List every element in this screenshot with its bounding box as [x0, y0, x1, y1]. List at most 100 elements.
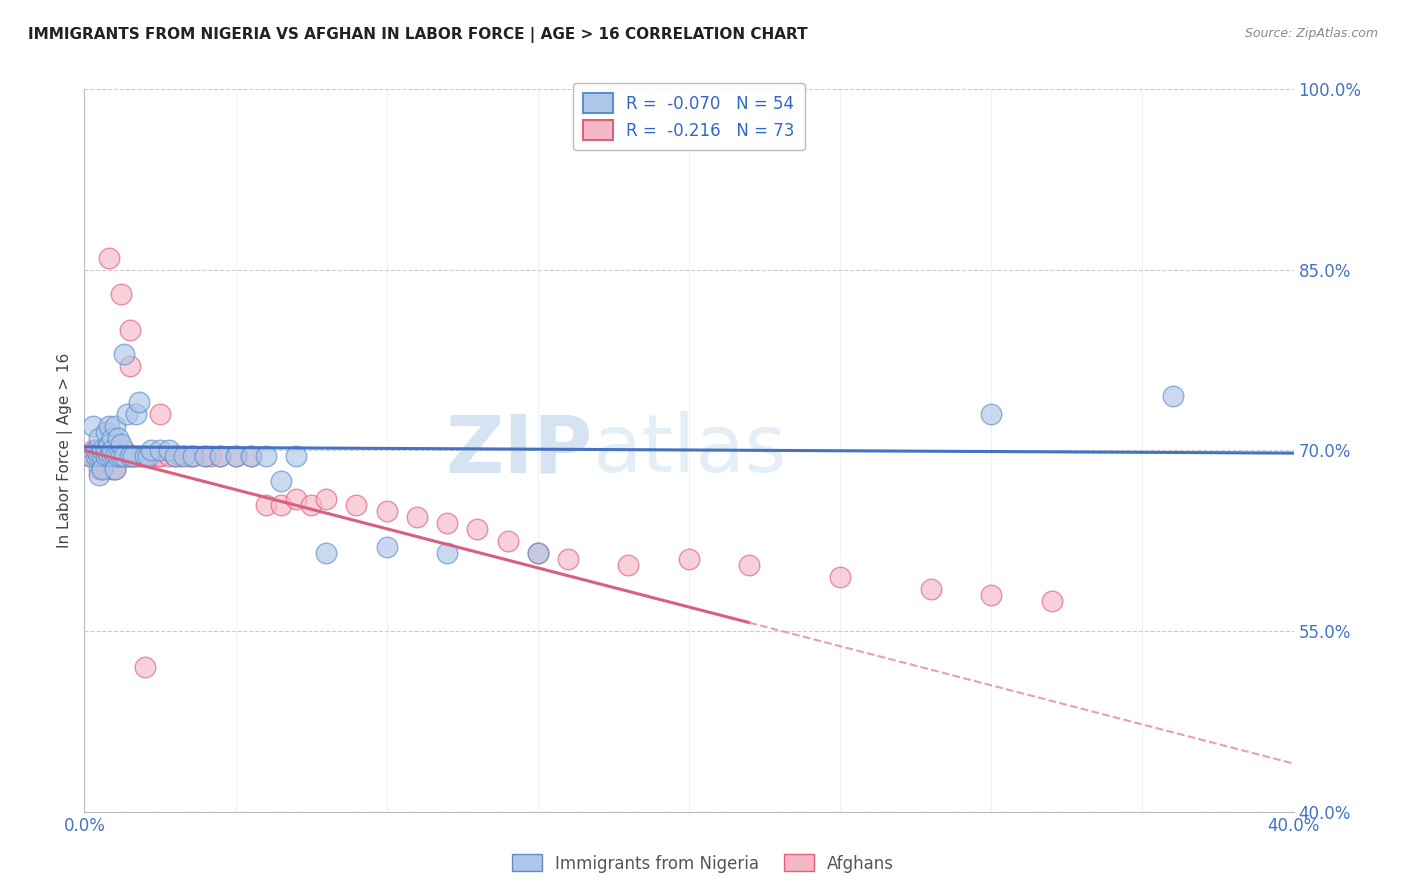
Point	[738, 558, 761, 572]
Point	[194, 450, 217, 464]
Point	[239, 450, 262, 464]
Point	[225, 450, 247, 464]
Point	[89, 443, 111, 458]
Point	[91, 461, 114, 475]
Point	[678, 551, 700, 566]
Point	[94, 425, 117, 440]
Point	[121, 450, 143, 464]
Point	[94, 461, 117, 475]
Point	[128, 450, 150, 464]
Point	[107, 450, 129, 464]
Point	[406, 509, 429, 524]
Point	[79, 450, 101, 464]
Point	[91, 443, 114, 458]
Point	[89, 450, 111, 464]
Point	[179, 450, 201, 464]
Point	[100, 431, 122, 445]
Point	[100, 461, 122, 475]
Point	[100, 443, 122, 458]
Point	[270, 474, 292, 488]
Point	[436, 516, 458, 530]
Point	[170, 450, 193, 464]
Point	[617, 558, 640, 572]
Point	[118, 359, 141, 373]
Point	[112, 450, 135, 464]
Point	[91, 450, 114, 464]
Point	[118, 323, 141, 337]
Point	[112, 450, 135, 464]
Point	[112, 443, 135, 458]
Point	[94, 450, 117, 464]
Point	[200, 450, 222, 464]
Point	[107, 443, 129, 458]
Point	[181, 450, 204, 464]
Point	[100, 450, 122, 464]
Point	[94, 443, 117, 458]
Point	[79, 450, 101, 464]
Point	[94, 443, 117, 458]
Point	[82, 443, 104, 458]
Point	[1040, 594, 1063, 608]
Point	[157, 450, 180, 464]
Point	[110, 450, 132, 464]
Point	[100, 443, 122, 458]
Point	[86, 443, 108, 458]
Point	[830, 570, 852, 584]
Point	[97, 450, 120, 464]
Point	[209, 450, 232, 464]
Point	[181, 450, 204, 464]
Point	[115, 407, 138, 422]
Point	[436, 546, 458, 560]
Point	[139, 443, 162, 458]
Point	[104, 443, 127, 458]
Y-axis label: In Labor Force | Age > 16: In Labor Force | Age > 16	[58, 353, 73, 548]
Point	[527, 546, 550, 560]
Point	[146, 450, 169, 464]
Point	[125, 407, 148, 422]
Point	[97, 419, 120, 434]
Point	[104, 419, 127, 434]
Point	[136, 450, 159, 464]
Point	[89, 450, 111, 464]
Point	[149, 443, 172, 458]
Point	[165, 450, 187, 464]
Point	[94, 450, 117, 464]
Point	[980, 588, 1002, 602]
Point	[125, 450, 148, 464]
Point	[104, 450, 127, 464]
Point	[118, 450, 141, 464]
Point	[91, 450, 114, 464]
Point	[82, 419, 104, 434]
Point	[165, 450, 187, 464]
Point	[149, 407, 172, 422]
Point	[920, 582, 942, 596]
Point	[980, 407, 1002, 422]
Point	[285, 491, 308, 506]
Point	[225, 450, 247, 464]
Point	[467, 522, 489, 536]
Point	[157, 443, 180, 458]
Point	[254, 498, 277, 512]
Point	[299, 498, 322, 512]
Point	[110, 450, 132, 464]
Text: IMMIGRANTS FROM NIGERIA VS AFGHAN IN LABOR FORCE | AGE > 16 CORRELATION CHART: IMMIGRANTS FROM NIGERIA VS AFGHAN IN LAB…	[28, 27, 807, 43]
Point	[375, 540, 398, 554]
Point	[86, 450, 108, 464]
Point	[134, 450, 156, 464]
Point	[107, 450, 129, 464]
Point	[89, 431, 111, 445]
Point	[82, 450, 104, 464]
Point	[91, 461, 114, 475]
Point	[110, 437, 132, 451]
Point	[134, 450, 156, 464]
Point	[315, 546, 337, 560]
Point	[270, 498, 292, 512]
Point	[121, 450, 143, 464]
Point	[86, 450, 108, 464]
Point	[115, 450, 138, 464]
Point	[128, 395, 150, 409]
Point	[527, 546, 550, 560]
Point	[254, 450, 277, 464]
Point	[110, 287, 132, 301]
Point	[285, 450, 308, 464]
